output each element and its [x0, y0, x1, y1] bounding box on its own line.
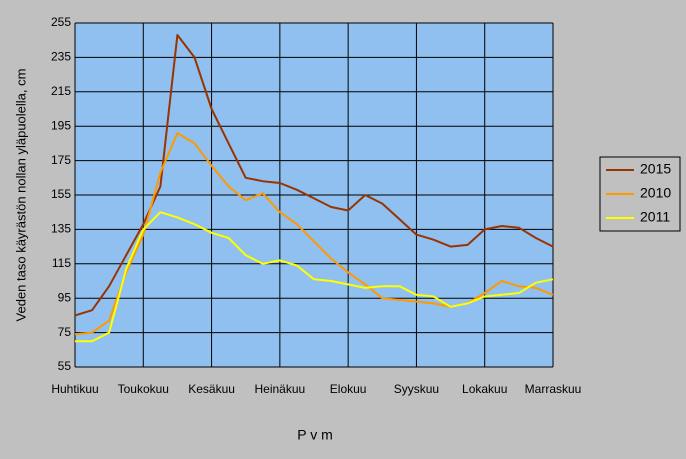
y-tick-label: 135	[51, 222, 71, 236]
y-tick-label: 55	[58, 359, 72, 373]
legend-label: 2015	[640, 161, 671, 177]
x-tick-label: Huhtikuu	[51, 382, 98, 396]
x-tick-label: Toukokuu	[118, 382, 169, 396]
legend-label: 2011	[640, 209, 670, 225]
y-tick-label: 235	[51, 50, 71, 64]
x-tick-label: Syyskuu	[394, 382, 439, 396]
y-tick-label: 175	[51, 153, 71, 167]
y-tick-label: 75	[58, 325, 72, 339]
x-tick-label: Marraskuu	[525, 382, 582, 396]
y-tick-label: 195	[51, 118, 71, 132]
legend-label: 2010	[640, 185, 671, 201]
series-line	[74, 34, 554, 317]
y-tick-label: 215	[51, 84, 71, 98]
y-tick-label: 95	[58, 290, 72, 304]
x-tick-label: Elokuu	[330, 382, 367, 396]
x-axis-label: P v m	[297, 427, 333, 443]
y-tick-label: 155	[51, 187, 71, 201]
y-tick-label: 255	[51, 15, 71, 29]
x-tick-label: Kesäkuu	[188, 382, 235, 396]
y-tick-label: 115	[52, 256, 71, 270]
x-tick-label: Heinäkuu	[255, 382, 306, 396]
y-axis-label: Veden taso käyrästön nollan yläpuolella,…	[13, 69, 28, 322]
x-tick-label: Lokakuu	[462, 382, 507, 396]
series-line	[74, 132, 554, 336]
series-line	[75, 211, 554, 343]
